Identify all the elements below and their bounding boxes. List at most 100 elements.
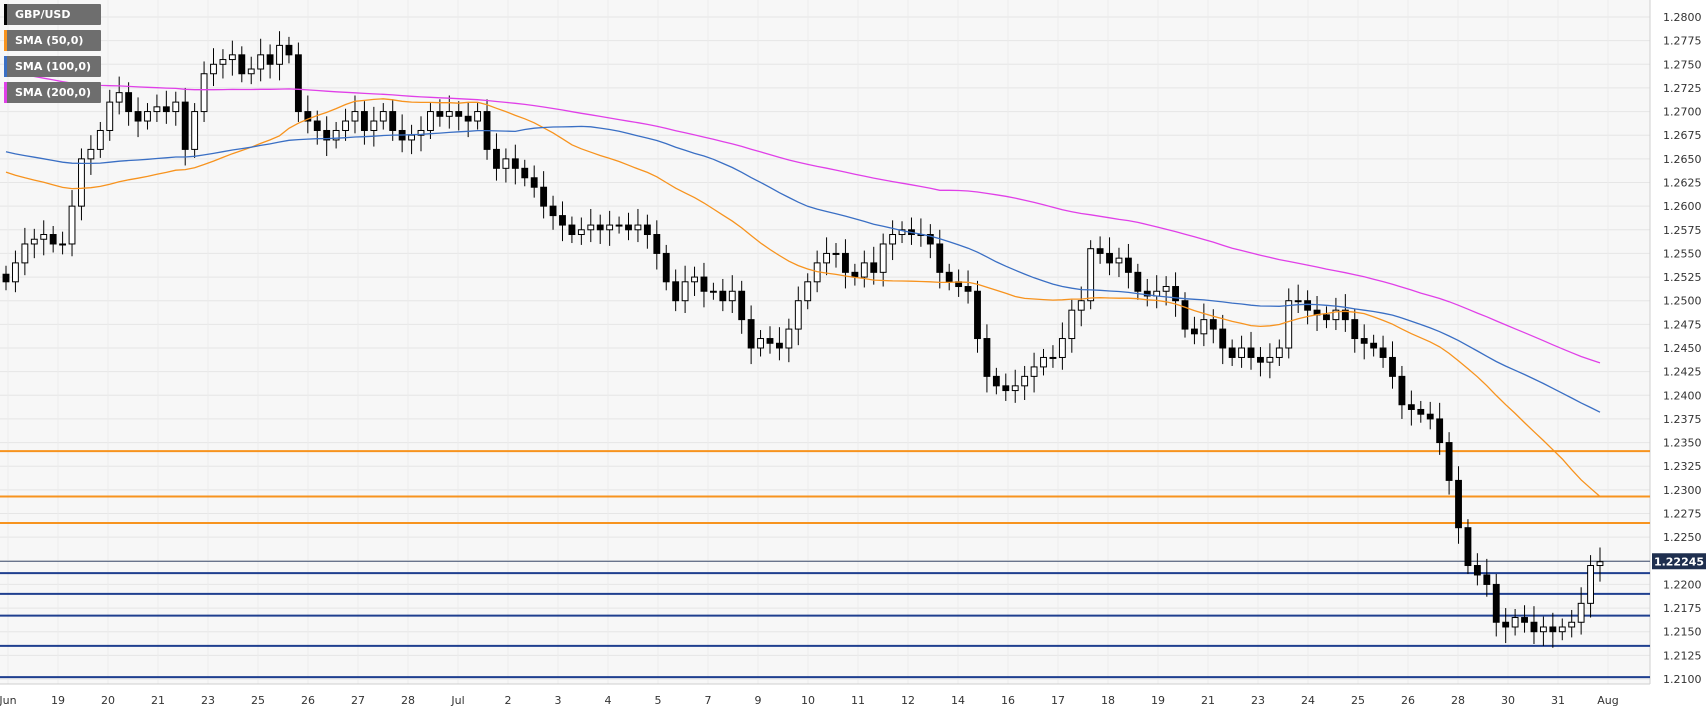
candle-body bbox=[587, 224, 595, 231]
y-tick-label: 1.2150 bbox=[1663, 626, 1702, 639]
y-tick-label: 1.2200 bbox=[1663, 578, 1702, 591]
x-tick-label: 4 bbox=[605, 694, 612, 707]
x-tick-label: 25 bbox=[251, 694, 265, 707]
x-tick-label: 25 bbox=[1351, 694, 1365, 707]
candle-body bbox=[945, 271, 953, 283]
candle-body bbox=[1379, 347, 1387, 358]
candle-body bbox=[276, 44, 283, 65]
candle-body bbox=[1238, 347, 1246, 358]
candle-body bbox=[1172, 286, 1179, 302]
candle-body bbox=[1341, 309, 1349, 321]
candle-body bbox=[1134, 271, 1142, 292]
candle-body bbox=[1558, 626, 1566, 633]
candle-body bbox=[294, 54, 302, 113]
candle-body bbox=[1539, 626, 1547, 633]
candle-body bbox=[502, 158, 510, 169]
x-tick-label: 2 bbox=[505, 694, 512, 707]
candle-body bbox=[1530, 621, 1538, 633]
y-tick-label: 1.2450 bbox=[1663, 342, 1702, 355]
candle-body bbox=[313, 120, 321, 131]
candle-body bbox=[889, 234, 897, 245]
x-tick-label: 16 bbox=[1001, 694, 1015, 707]
legend-sma-50: SMA (50,0) bbox=[4, 30, 102, 51]
legend-gbpusd: GBP/USD bbox=[4, 4, 102, 25]
x-tick-label: 19 bbox=[51, 694, 65, 707]
candle-body bbox=[1002, 385, 1010, 392]
x-tick-label: 17 bbox=[1051, 694, 1065, 707]
candle-body bbox=[1398, 375, 1406, 406]
y-tick-label: 1.2300 bbox=[1663, 484, 1702, 497]
candle-body bbox=[134, 111, 142, 122]
candle-body bbox=[681, 281, 689, 302]
x-tick-label: 30 bbox=[1501, 694, 1515, 707]
candle-body bbox=[1473, 565, 1481, 576]
candle-body bbox=[738, 290, 746, 321]
x-tick-label: 12 bbox=[901, 694, 915, 707]
x-tick-label: 23 bbox=[201, 694, 215, 707]
y-tick-label: 1.2525 bbox=[1663, 271, 1702, 284]
candle-body bbox=[615, 224, 623, 227]
x-tick-label: 7 bbox=[705, 694, 712, 707]
candle-body bbox=[153, 106, 161, 113]
legend-sma-100: SMA (100,0) bbox=[4, 56, 102, 77]
candle-body bbox=[1389, 356, 1396, 377]
plot-area bbox=[0, 0, 1650, 684]
candle-body bbox=[1257, 356, 1264, 363]
candle-body bbox=[115, 92, 123, 103]
candle-body bbox=[1011, 385, 1019, 392]
candle-body bbox=[1577, 602, 1585, 623]
candle-body bbox=[228, 54, 236, 61]
x-tick-label: 27 bbox=[351, 694, 365, 707]
candle-body bbox=[709, 290, 717, 293]
candle-body bbox=[992, 375, 1000, 387]
candle-body bbox=[879, 243, 887, 273]
candle-body bbox=[370, 120, 378, 131]
candle-body bbox=[59, 243, 67, 246]
candle-body bbox=[1502, 621, 1510, 628]
candle-body bbox=[643, 224, 651, 236]
candle-body bbox=[1332, 309, 1340, 321]
candle-body bbox=[455, 111, 463, 117]
candle-body bbox=[898, 229, 906, 236]
candle-body bbox=[804, 281, 812, 302]
candle-body bbox=[1275, 347, 1283, 358]
x-tick-label: 11 bbox=[851, 694, 865, 707]
current-price-tag bbox=[1652, 553, 1706, 570]
y-tick-label: 1.2500 bbox=[1663, 295, 1702, 308]
x-tick-label: 3 bbox=[555, 694, 562, 707]
y-tick-label: 1.2700 bbox=[1663, 106, 1702, 119]
candle-body bbox=[87, 148, 95, 160]
candle-body bbox=[530, 177, 538, 188]
candle-body bbox=[144, 111, 151, 122]
candle-body bbox=[332, 129, 340, 141]
candle-body bbox=[40, 234, 48, 240]
candle-body bbox=[1455, 479, 1462, 529]
candle-body bbox=[794, 300, 802, 330]
candle-body bbox=[1181, 300, 1189, 330]
y-tick-label: 1.2775 bbox=[1663, 35, 1702, 48]
candle-body bbox=[625, 224, 632, 231]
candle-body bbox=[785, 328, 793, 349]
candle-body bbox=[1021, 375, 1029, 387]
candle-body bbox=[200, 73, 208, 113]
y-tick-label: 1.2325 bbox=[1663, 460, 1702, 473]
candle-body bbox=[936, 243, 944, 273]
candle-body bbox=[1162, 286, 1170, 292]
x-tick-label: 9 bbox=[755, 694, 762, 707]
candle-body bbox=[1511, 617, 1519, 628]
candle-body bbox=[125, 92, 133, 113]
candle-body bbox=[417, 129, 425, 136]
candle-body bbox=[1143, 290, 1151, 297]
candle-body bbox=[719, 290, 727, 302]
candle-body bbox=[842, 252, 849, 273]
candle-body bbox=[1106, 252, 1113, 264]
y-tick-label: 1.2650 bbox=[1663, 153, 1702, 166]
sma-200-line bbox=[5, 70, 1601, 364]
x-tick-label: 10 bbox=[801, 694, 815, 707]
candle-body bbox=[323, 129, 331, 141]
candle-body bbox=[1549, 626, 1557, 633]
candle-body bbox=[389, 111, 397, 131]
y-tick-label: 1.2125 bbox=[1663, 649, 1702, 662]
candle-body bbox=[1219, 328, 1227, 349]
